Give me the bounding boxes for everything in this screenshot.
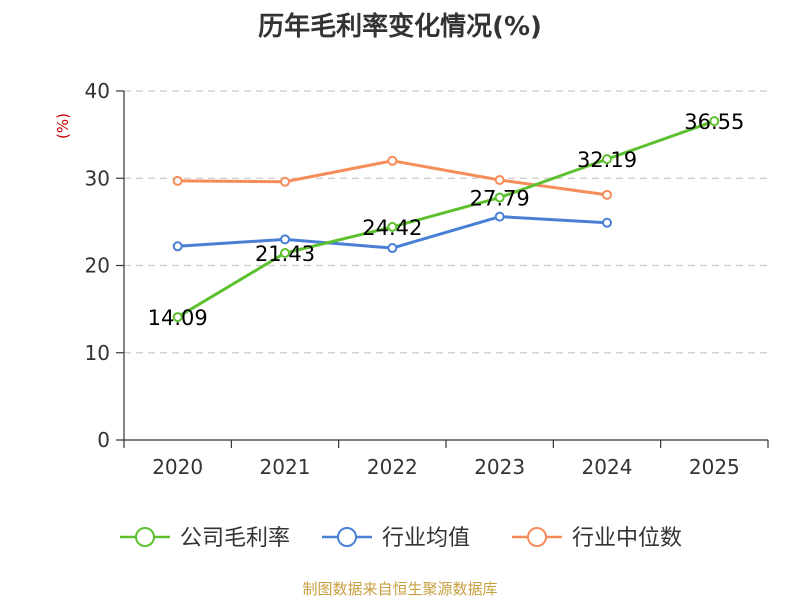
series-line-0 [176,119,715,319]
axes: 0 10 20 30 40 2020 2021 2022 2023 2024 2025 (%) [54,79,769,479]
legend-marker-1 [337,527,357,547]
data-label-2023: 27.79 [470,187,530,211]
legend: 公司毛利率 行业均值 行业中位数 [120,526,682,551]
data-point-s1-2024 [602,217,612,228]
y-tick-label-20: 20 [85,254,110,278]
y-tick-label-30: 30 [85,166,110,190]
data-point-s0-2025 [709,116,720,127]
x-tick-label-2023: 2023 [474,455,525,479]
data-point-s1-2023 [494,211,505,222]
x-tick-label-2025: 2025 [689,455,740,479]
data-point-s0-2022 [387,221,398,232]
data-point-s0-2020 [172,312,183,323]
data-point-s2-2022 [387,155,398,166]
x-tick-label-2021: 2021 [260,455,311,479]
data-label-2025: 36.55 [684,110,744,134]
data-point-s0-2024 [602,154,612,165]
data-point-s1-2022 [387,243,398,254]
y-tick-label-0: 0 [97,428,110,452]
data-label-2024: 32.19 [577,148,637,172]
data-label-2021: 21.43 [255,242,315,266]
legend-label-2: 行业中位数 [572,526,682,551]
x-tick-label-2024: 2024 [582,455,633,479]
y-axis-unit-label: (%) [54,113,72,139]
data-point-s1-2021 [280,234,290,245]
data-point-s2-2020 [172,175,183,186]
legend-label-1: 行业均值 [382,526,470,551]
data-point-s2-2023 [494,174,505,185]
data-label-2022: 24.42 [362,216,422,240]
legend-marker-0 [135,527,155,547]
data-point-s2-2024 [602,189,612,200]
data-point-s0-2021 [280,248,290,259]
legend-marker-2 [527,527,547,547]
x-tick-label-2020: 2020 [152,455,203,479]
data-labels: 14.09 21.43 24.42 27.79 32.19 36.55 [148,110,745,330]
data-point-s1-2020 [172,241,183,252]
chart-title: 历年毛利率变化情况(%) [258,12,542,42]
y-tick-label-10: 10 [85,341,110,365]
data-point-s0-2023 [494,192,505,203]
x-tick-label-2022: 2022 [367,455,418,479]
y-tick-label-40: 40 [85,79,110,103]
data-point-s2-2021 [280,176,290,187]
legend-label-0: 公司毛利率 [180,526,290,551]
data-label-2020: 14.09 [148,306,208,330]
grid-lines [124,90,768,354]
series-lines [172,116,720,323]
footer-source: 制图数据来自恒生聚源数据库 [302,580,498,598]
